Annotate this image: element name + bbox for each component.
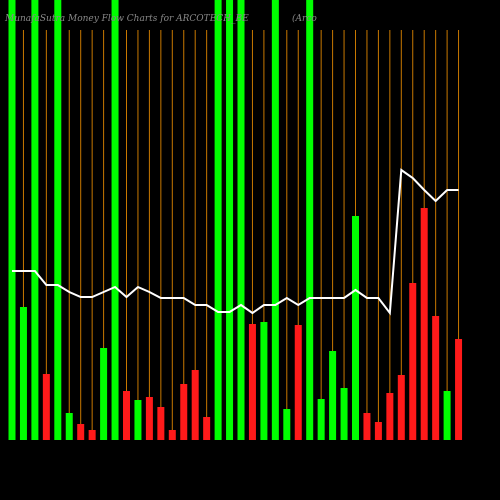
bar [226, 0, 234, 440]
bar [100, 348, 108, 440]
bar [203, 417, 211, 440]
bar [88, 430, 96, 440]
bar [77, 424, 85, 440]
bar [432, 316, 440, 440]
chart-subtitle: (Arco [292, 13, 317, 24]
bar [329, 351, 337, 440]
bar [340, 388, 348, 440]
bar [363, 413, 371, 440]
bar [409, 283, 417, 440]
bar [306, 0, 314, 440]
bar [455, 339, 463, 440]
bar [19, 307, 27, 440]
bar [443, 391, 451, 440]
bar [31, 0, 39, 440]
bar [248, 324, 256, 440]
chart-title: MunafaSutra Money Flow Charts for ARCOTE… [4, 14, 249, 24]
bar [352, 216, 359, 440]
bar [260, 322, 268, 440]
flow-line [12, 168, 459, 316]
bar [237, 0, 245, 440]
bar [180, 384, 188, 440]
bar [283, 409, 291, 440]
bar [397, 375, 405, 440]
plot [8, 0, 463, 440]
bar [294, 325, 302, 440]
bar [123, 391, 130, 440]
bar [420, 208, 428, 440]
bar [65, 413, 73, 440]
bar [134, 400, 142, 440]
bar [271, 0, 279, 440]
bar [191, 370, 199, 440]
bar [157, 407, 165, 440]
bar [317, 399, 325, 440]
bar [168, 430, 176, 440]
bar [42, 374, 50, 440]
bar [386, 393, 394, 440]
bar [54, 0, 62, 440]
bar [374, 422, 382, 440]
bar [214, 0, 222, 440]
bar [111, 0, 119, 440]
bar [145, 397, 153, 440]
bar [8, 0, 16, 440]
